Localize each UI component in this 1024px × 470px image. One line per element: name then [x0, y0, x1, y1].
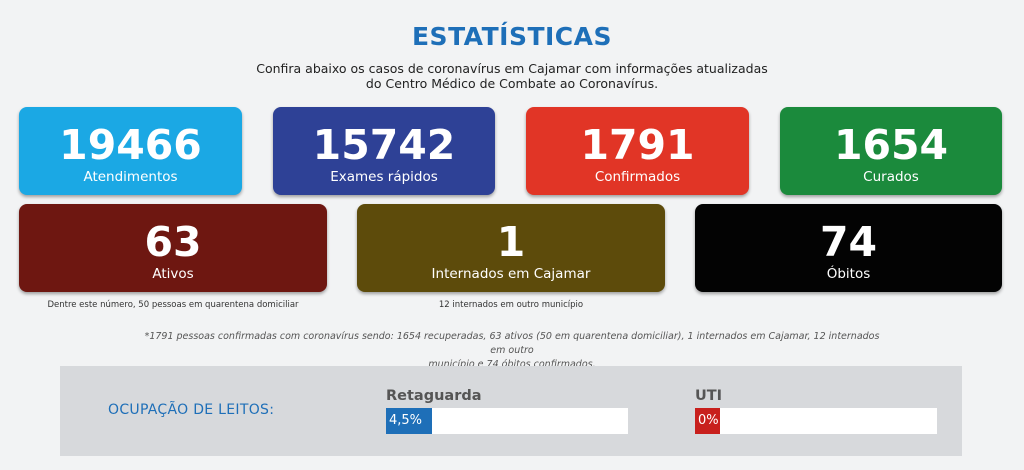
- uti-meter: UTI 0%: [695, 387, 937, 434]
- bed-occupancy-panel: OCUPAÇÃO DE LEITOS: Retaguarda 4,5% UTI …: [60, 366, 962, 456]
- internados-note: 12 internados em outro município: [438, 300, 584, 310]
- uti-track: 0%: [695, 408, 937, 434]
- stat-value: 1654: [833, 121, 949, 169]
- subtitle-line-1: Confira abaixo os casos de coronavírus e…: [256, 61, 768, 76]
- stat-value: 15742: [312, 121, 456, 169]
- stat-label: Curados: [863, 169, 919, 185]
- stat-label: Atendimentos: [83, 169, 178, 185]
- stat-card-internados: 1 Internados em Cajamar: [357, 204, 665, 292]
- stat-card-exames-rapidos: 15742 Exames rápidos: [273, 107, 495, 195]
- retaguarda-track: 4,5%: [386, 408, 628, 434]
- stat-card-obitos: 74 Óbitos: [695, 204, 1002, 292]
- stat-value: 63: [144, 218, 202, 266]
- uti-label: UTI: [695, 388, 723, 404]
- stat-card-ativos: 63 Ativos: [19, 204, 327, 292]
- stat-value: 1: [496, 218, 526, 266]
- stat-card-curados: 1654 Curados: [780, 107, 1002, 195]
- subtitle-line-2: do Centro Médico de Combate ao Coronavír…: [365, 76, 659, 91]
- retaguarda-meter: Retaguarda 4,5%: [386, 387, 628, 434]
- stat-label: Ativos: [152, 266, 194, 282]
- bed-occupancy-title: OCUPAÇÃO DE LEITOS:: [108, 402, 275, 418]
- stat-label: Exames rápidos: [330, 169, 438, 185]
- stat-card-atendimentos: 19466 Atendimentos: [19, 107, 242, 195]
- page-subtitle: Confira abaixo os casos de coronavírus e…: [0, 61, 1024, 91]
- stat-value: 74: [819, 218, 878, 266]
- stat-label: Confirmados: [594, 169, 681, 185]
- stat-value: 1791: [580, 121, 695, 169]
- stat-value: 19466: [59, 121, 202, 169]
- retaguarda-label: Retaguarda: [386, 388, 482, 404]
- stat-label: Internados em Cajamar: [431, 266, 591, 282]
- footnote: *1791 pessoas confirmadas com coronavíru…: [140, 330, 884, 372]
- stat-card-confirmados: 1791 Confirmados: [526, 107, 749, 195]
- footnote-line-2: município e 74 óbitos confirmados.: [428, 359, 596, 370]
- retaguarda-fill: 4,5%: [386, 408, 432, 434]
- ativos-note: Dentre este número, 50 pessoas em quaren…: [47, 300, 299, 310]
- page-title: ESTATÍSTICAS: [411, 22, 613, 51]
- footnote-line-1: *1791 pessoas confirmadas com coronavíru…: [144, 331, 880, 356]
- uti-fill: 0%: [695, 408, 720, 434]
- stat-label: Óbitos: [826, 266, 871, 282]
